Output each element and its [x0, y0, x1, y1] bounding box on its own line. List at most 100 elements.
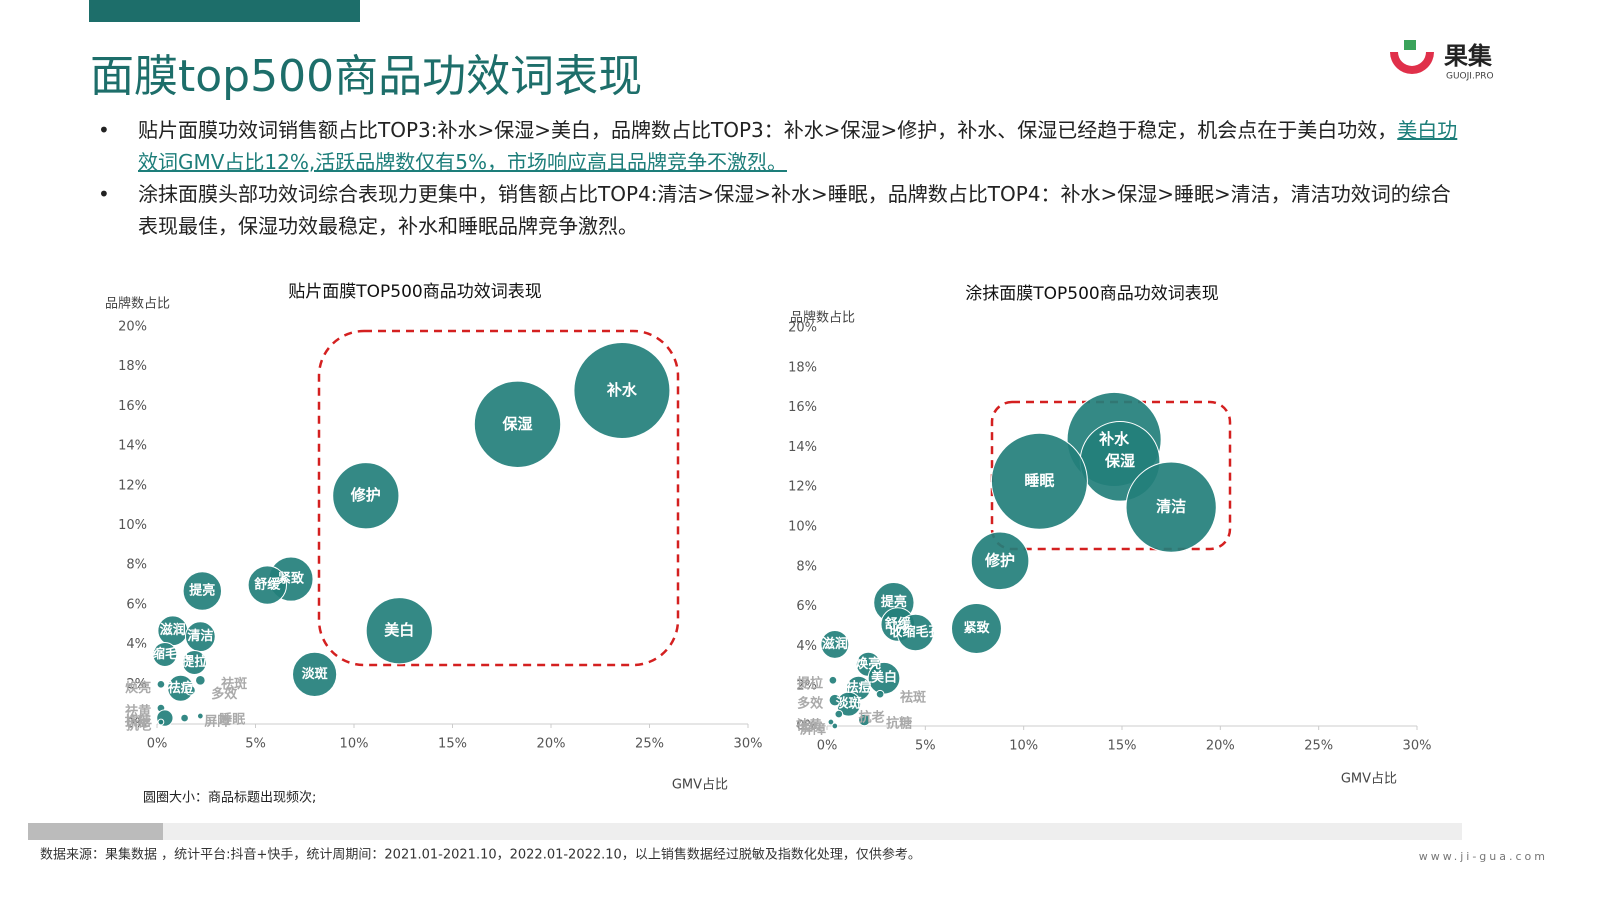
- point-label: 祛黄: [796, 718, 822, 734]
- bubble-label: 美白: [384, 621, 414, 639]
- chart-title: 涂抹面膜TOP500商品功效词表现: [965, 284, 1218, 304]
- bubble: [1125, 461, 1217, 553]
- bubble: [473, 380, 562, 468]
- point-label: 祛斑: [221, 676, 247, 692]
- top-bar: [89, 0, 360, 22]
- x-tick-label: 10%: [1009, 739, 1038, 754]
- bubble: [365, 597, 433, 665]
- bubble-label: 提拉: [181, 654, 207, 670]
- y-tick-label: 18%: [118, 359, 147, 374]
- bullet-text: 涂抹面膜头部功效词综合表现力更集中，销售额占比TOP4:清洁>保湿>补水>睡眠，…: [138, 182, 1451, 238]
- y-tick-label: 0%: [126, 717, 147, 732]
- bubble: [820, 629, 850, 659]
- y-tick-label: 16%: [788, 400, 817, 415]
- bubble: [292, 651, 338, 697]
- footer-bar: [28, 823, 1462, 840]
- bubble: [970, 531, 1030, 591]
- bubble: [196, 712, 204, 720]
- y-tick-label: 16%: [118, 399, 147, 414]
- point-label: 屏障: [800, 722, 826, 738]
- bubble-label: 淡斑: [302, 666, 328, 682]
- point-label: 祛斑: [900, 690, 926, 706]
- bullet: 涂抹面膜头部功效词综合表现力更集中，销售额占比TOP4:清洁>保湿>补水>睡眠，…: [98, 178, 1458, 242]
- bubble-label: 提亮: [189, 583, 215, 599]
- point-label: 抗老: [126, 718, 152, 734]
- x-tick-label: 5%: [915, 739, 936, 754]
- x-tick-label: 0%: [817, 739, 838, 754]
- y-tick-label: 6%: [796, 599, 817, 614]
- bubble: [951, 603, 1002, 654]
- x-tick-label: 0%: [147, 737, 168, 752]
- x-axis-label: GMV占比: [1341, 772, 1397, 787]
- point-label: 祛黄: [125, 704, 151, 720]
- y-tick-label: 0%: [796, 719, 817, 734]
- bullet-highlight: 美白功效词GMV占比12%,活跃品牌数仅有5%，市场响应高且品牌竞争不激烈。: [138, 118, 1458, 174]
- chart-note: 圆圈大小：商品标题出现频次;: [143, 790, 316, 806]
- bullet-list: 贴片面膜功效词销售额占比TOP3:补水>保湿>美白，品牌数占比TOP3：补水>保…: [98, 114, 1458, 242]
- footer-progress: [28, 823, 163, 840]
- x-tick-label: 30%: [1403, 739, 1432, 754]
- y-axis-label: 品牌数占比: [105, 296, 170, 312]
- logo-mark: [1404, 40, 1416, 50]
- bubble: [180, 713, 189, 723]
- bubble-label: 收缩毛孔: [139, 646, 191, 662]
- bubble: [828, 675, 838, 685]
- chart-title: 贴片面膜TOP500商品功效词表现: [288, 282, 541, 302]
- bubble-label: 清洁: [1156, 498, 1186, 516]
- bubble: [152, 642, 178, 668]
- y-tick-label: 14%: [788, 440, 817, 455]
- bubble-label: 补水: [606, 381, 638, 399]
- y-tick-label: 14%: [118, 439, 147, 454]
- bubble-label: 清洁: [187, 628, 213, 644]
- bubble: [156, 679, 166, 689]
- bubble-label: 收缩毛孔: [889, 624, 941, 640]
- x-tick-label: 20%: [1206, 739, 1235, 754]
- point-label: 焕亮: [125, 680, 151, 696]
- y-axis-label: 品牌数占比: [790, 310, 855, 326]
- bubble: [827, 718, 835, 726]
- y-tick-label: 2%: [796, 679, 817, 694]
- point-label: 抗糖: [125, 714, 151, 730]
- bubble-label: 保湿: [1104, 452, 1135, 470]
- x-tick-label: 10%: [340, 737, 369, 752]
- y-tick-label: 20%: [118, 320, 147, 335]
- logo-name: 果集: [1444, 42, 1493, 70]
- bubble-label: 祛痘: [845, 680, 871, 696]
- point-label: 多效: [211, 686, 238, 702]
- footer-site: www.ji-gua.com: [1419, 850, 1548, 863]
- bubble: [195, 675, 206, 686]
- point-label: 屏障: [204, 714, 230, 730]
- bubble-label: 祛痘: [168, 680, 194, 696]
- bubble: [573, 342, 671, 440]
- y-tick-label: 4%: [126, 637, 147, 652]
- bubble: [875, 689, 885, 699]
- y-tick-label: 2%: [126, 677, 147, 692]
- bubble: [185, 684, 196, 696]
- point-label: 抗老: [859, 710, 885, 726]
- bubble-label: 美白: [871, 670, 897, 686]
- x-tick-label: 15%: [1108, 739, 1137, 754]
- y-tick-label: 10%: [788, 520, 817, 535]
- bubble: [247, 565, 288, 605]
- bubble: [828, 693, 842, 707]
- point-label: 抗糖: [886, 716, 912, 732]
- y-tick-label: 12%: [788, 480, 817, 495]
- y-tick-label: 18%: [788, 360, 817, 375]
- footer-source: 数据来源：果集数据 ，统计平台:抖音+快手，统计周期间：2021.01-2021…: [40, 847, 921, 863]
- bubble-label: 舒缓: [885, 616, 912, 632]
- x-tick-label: 20%: [537, 737, 566, 752]
- bubble-label: 提亮: [881, 594, 907, 610]
- bubble-label: 滋润: [160, 622, 186, 638]
- y-tick-label: 20%: [788, 321, 817, 336]
- bubble-label: 滋润: [822, 636, 848, 652]
- x-tick-label: 15%: [438, 737, 467, 752]
- x-tick-label: 5%: [245, 737, 266, 752]
- highlight-box: [317, 329, 680, 667]
- bubble-label: 修护: [984, 551, 1015, 569]
- bubble-label: 补水: [1098, 430, 1130, 448]
- bubble: [834, 709, 844, 719]
- x-axis-label: GMV占比: [672, 778, 728, 793]
- bubble: [182, 571, 223, 611]
